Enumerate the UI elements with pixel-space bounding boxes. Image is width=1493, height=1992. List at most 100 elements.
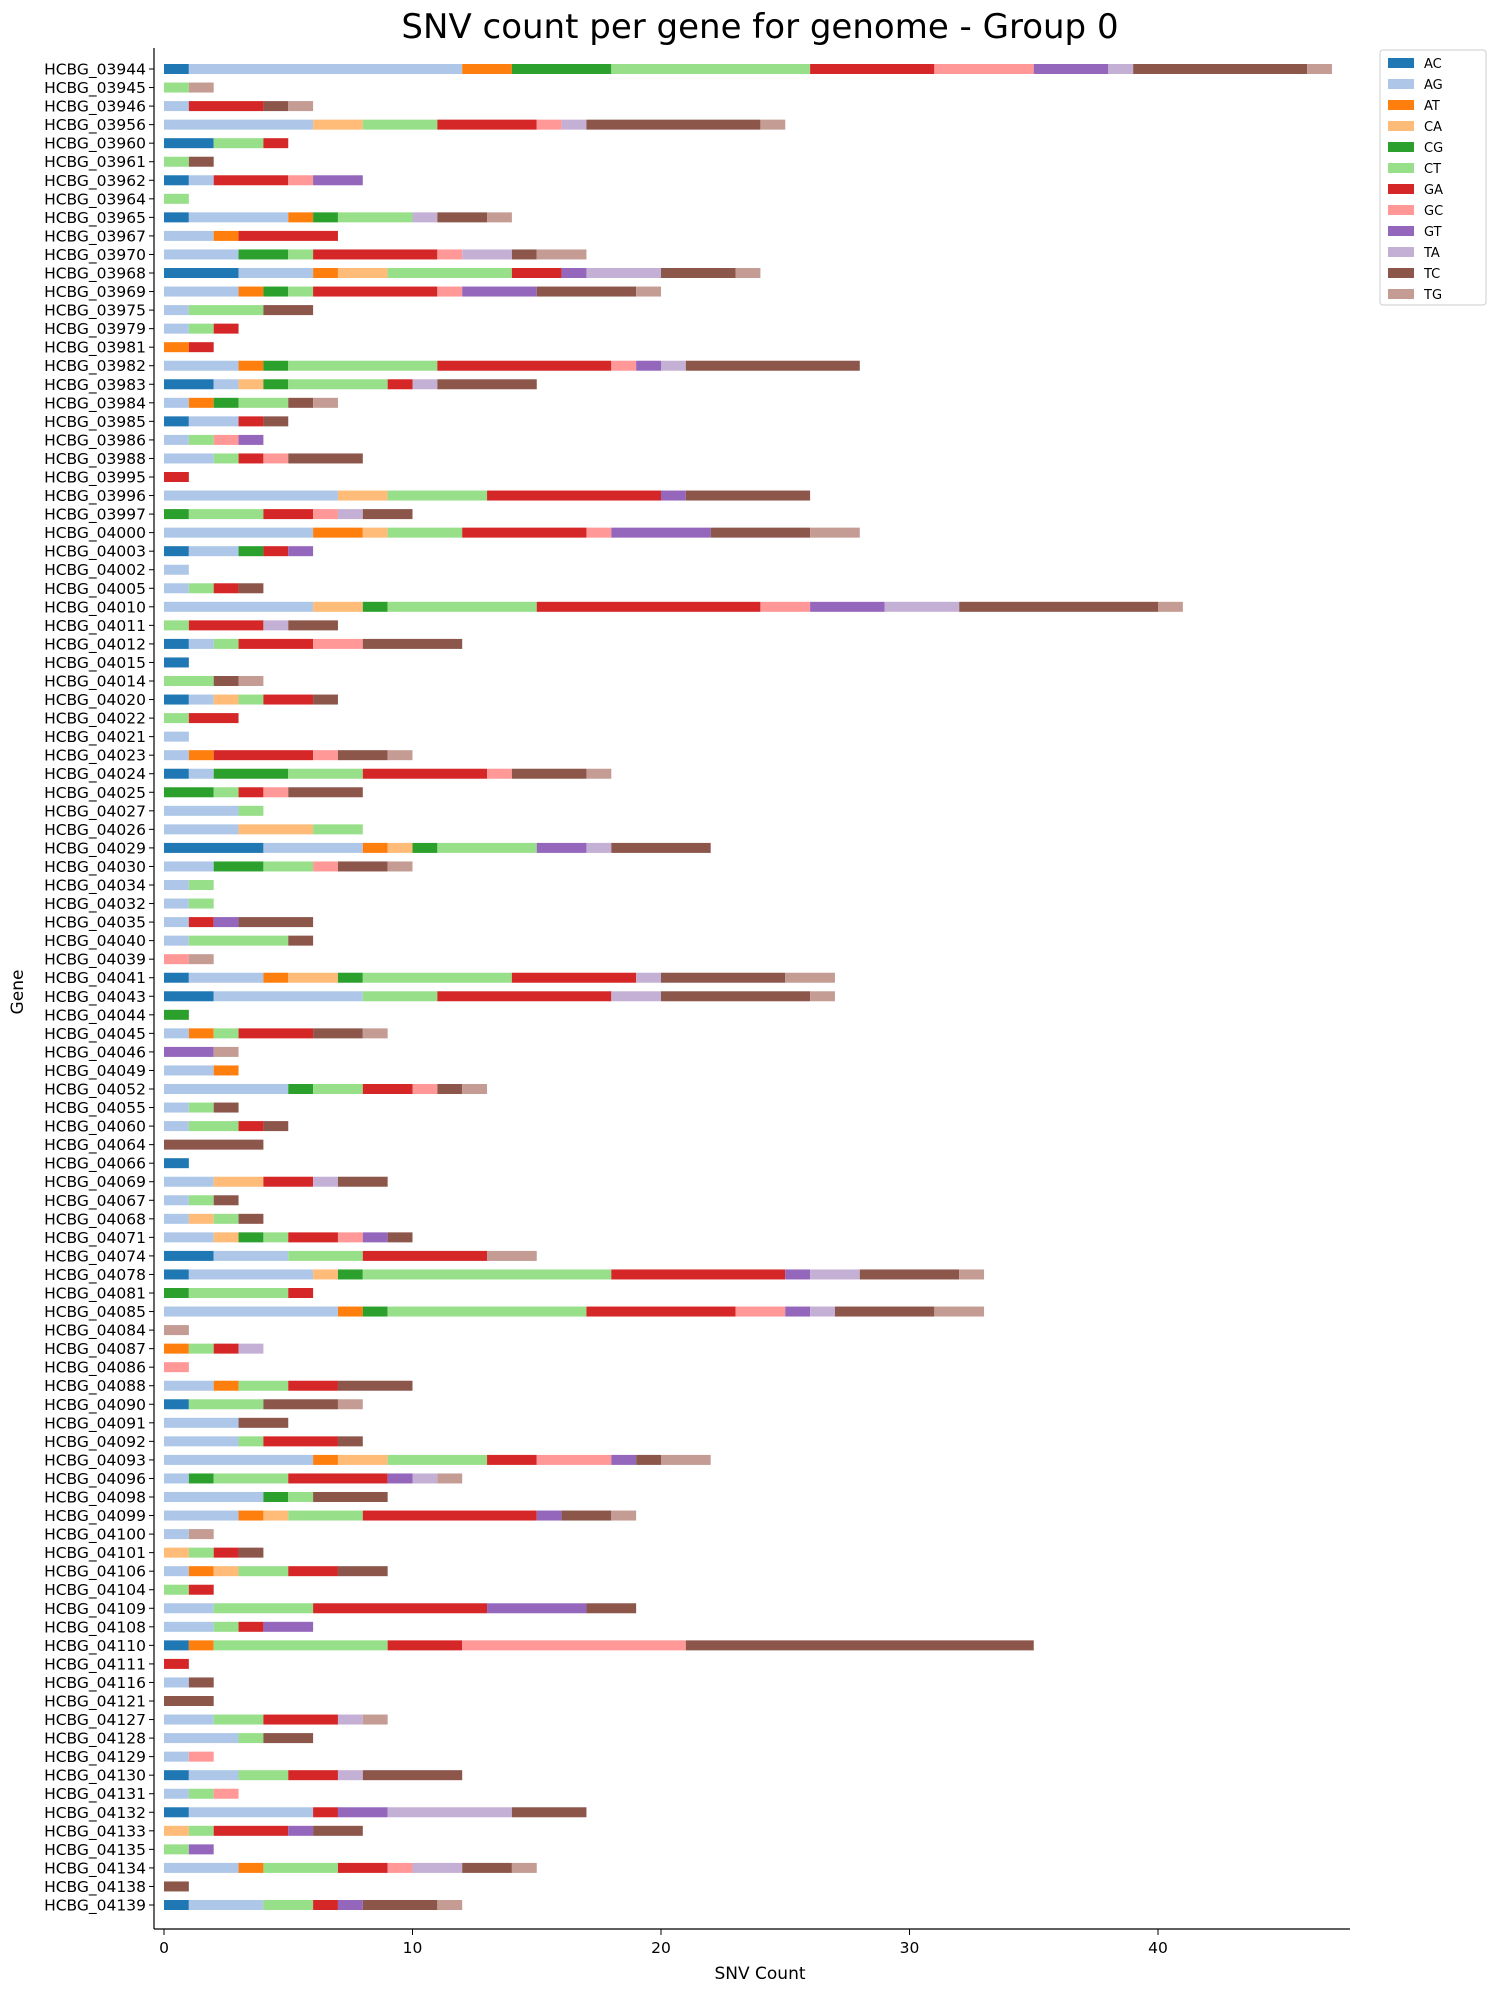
y-tick-label: HCBG_04128	[44, 1730, 146, 1749]
y-tick-label: HCBG_04139	[44, 1897, 146, 1916]
bar-segment-HCBG_04078-TG	[959, 1269, 985, 1280]
bar-segment-HCBG_03970-GC	[437, 249, 463, 260]
bar-segment-HCBG_04000-AT	[313, 527, 363, 538]
bar-segment-HCBG_03944-TA	[1108, 64, 1134, 74]
bar-segment-HCBG_03985-AC	[164, 416, 189, 427]
y-tick-label: HCBG_03967	[44, 227, 146, 246]
y-tick-label: HCBG_03988	[44, 450, 146, 469]
bar-segment-HCBG_03969-CT	[288, 286, 314, 297]
bar-segment-HCBG_04087-GA	[213, 1343, 239, 1354]
x-tick-label: 30	[900, 1939, 920, 1957]
legend-swatch-AG	[1388, 79, 1414, 89]
bar-segment-HCBG_04043-TA	[611, 991, 661, 1002]
y-tick-label: HCBG_03960	[44, 135, 146, 154]
legend-label-GC: GC	[1424, 204, 1443, 219]
bar-segment-HCBG_04104-CT	[164, 1584, 189, 1595]
bar-segment-HCBG_03960-GA	[263, 138, 289, 149]
y-tick-label: HCBG_03969	[44, 283, 146, 302]
bar-segment-HCBG_04071-AG	[164, 1232, 214, 1243]
bar-segment-HCBG_04040-CT	[188, 935, 289, 946]
bar-segment-HCBG_04010-TG	[1158, 601, 1183, 612]
bar-segment-HCBG_04005-AG	[164, 583, 189, 594]
bar-segment-HCBG_04052-TC	[437, 1084, 463, 1094]
bar-segment-HCBG_03945-TG	[188, 82, 214, 93]
bar-segment-HCBG_04032-CT	[188, 898, 214, 909]
bar-segment-HCBG_04041-TC	[661, 972, 786, 983]
y-tick-label: HCBG_04121	[44, 1693, 146, 1712]
bar-segment-HCBG_04081-CT	[188, 1288, 289, 1298]
bar-segment-HCBG_03962-AC	[164, 175, 189, 186]
bar-segment-HCBG_04110-AT	[188, 1640, 214, 1651]
bar-segment-HCBG_04131-CT	[188, 1788, 214, 1799]
bar-segment-HCBG_03956-GC	[536, 119, 562, 130]
bar-segment-HCBG_04085-CG	[362, 1306, 388, 1317]
bar-segment-HCBG_03982-AG	[164, 360, 239, 371]
y-tick-label: HCBG_03982	[44, 357, 146, 376]
y-tick-label: HCBG_04025	[44, 784, 146, 803]
bar-segment-HCBG_03982-TA	[661, 360, 686, 371]
y-tick-label: HCBG_04060	[44, 1118, 146, 1137]
y-tick-label: HCBG_04086	[44, 1359, 146, 1378]
bar-segment-HCBG_04078-TA	[810, 1269, 860, 1280]
bar-segment-HCBG_03965-TG	[487, 212, 512, 223]
bar-segment-HCBG_04134-CT	[263, 1862, 338, 1873]
x-tick-label: 20	[651, 1939, 671, 1957]
bar-segment-HCBG_04128-CT	[238, 1733, 264, 1744]
bar-segment-HCBG_03944-CG	[511, 64, 612, 74]
bar-segment-HCBG_04043-AG	[213, 991, 363, 1002]
bar-segment-HCBG_03969-GA	[313, 286, 438, 297]
bar-segment-HCBG_04088-AT	[213, 1380, 239, 1391]
bar-segment-HCBG_04078-CA	[313, 1269, 338, 1280]
bar-segment-HCBG_03962-GT	[313, 175, 363, 186]
y-tick-label: HCBG_04020	[44, 691, 146, 710]
bar-segment-HCBG_04010-CA	[313, 601, 363, 612]
bar-segment-HCBG_04012-GA	[238, 638, 314, 649]
y-tick-label: HCBG_04116	[44, 1674, 146, 1693]
bar-segment-HCBG_04005-GA	[213, 583, 239, 594]
bar-segment-HCBG_03944-CT	[611, 64, 811, 74]
bar-segment-HCBG_03975-TC	[263, 305, 314, 316]
bar-segment-HCBG_04101-GA	[213, 1547, 239, 1558]
bar-segment-HCBG_03979-GA	[213, 323, 239, 334]
bar-segment-HCBG_04108-AG	[164, 1621, 214, 1632]
bar-segment-HCBG_04127-TG	[362, 1714, 388, 1725]
bar-segment-HCBG_04010-TA	[884, 601, 960, 612]
bar-segment-HCBG_04052-TG	[462, 1084, 488, 1094]
bars-layer	[164, 64, 1332, 1910]
bar-segment-HCBG_03983-TA	[412, 379, 438, 390]
legend-label-TA: TA	[1423, 246, 1440, 261]
bar-segment-HCBG_04000-TG	[810, 527, 860, 538]
bar-segment-HCBG_04040-TC	[288, 935, 314, 946]
bar-segment-HCBG_04133-CT	[188, 1825, 214, 1836]
bar-segment-HCBG_04088-AG	[164, 1380, 214, 1391]
y-tick-label: HCBG_04023	[44, 747, 146, 766]
bar-segment-HCBG_04021-AG	[164, 731, 189, 742]
bar-segment-HCBG_03988-GA	[238, 453, 264, 464]
bar-segment-HCBG_04081-GA	[288, 1288, 314, 1298]
y-tick-label: HCBG_04069	[44, 1173, 146, 1192]
y-tick-label: HCBG_04064	[44, 1136, 146, 1155]
y-tick-label: HCBG_04085	[44, 1303, 146, 1322]
y-tick-label: HCBG_04030	[44, 858, 146, 877]
y-tick-label: HCBG_04014	[44, 673, 146, 692]
bar-segment-HCBG_04012-AG	[188, 638, 214, 649]
bar-segment-HCBG_04106-AG	[164, 1566, 189, 1577]
bar-segment-HCBG_04005-CT	[188, 583, 214, 594]
bar-segment-HCBG_04041-TA	[636, 972, 661, 983]
bar-segment-HCBG_03969-TG	[636, 286, 661, 297]
bar-segment-HCBG_04127-GA	[263, 1714, 338, 1725]
bar-segment-HCBG_04130-CT	[238, 1770, 289, 1781]
bar-segment-HCBG_03997-TA	[337, 509, 363, 520]
bar-segment-HCBG_04030-TG	[387, 861, 413, 872]
y-tick-label: HCBG_04090	[44, 1396, 146, 1415]
bar-segment-HCBG_04039-GC	[164, 954, 189, 965]
bar-segment-HCBG_04041-CT	[362, 972, 512, 983]
bar-segment-HCBG_03970-GA	[313, 249, 438, 260]
bar-segment-HCBG_04098-CG	[263, 1492, 289, 1502]
bar-segment-HCBG_03975-AG	[164, 305, 189, 316]
bar-segment-HCBG_04090-CT	[188, 1399, 264, 1410]
y-tick-label: HCBG_04045	[44, 1025, 146, 1044]
x-axis-label: SNV Count	[714, 1964, 805, 1984]
legend-swatch-CA	[1388, 121, 1414, 131]
bar-segment-HCBG_04023-TG	[387, 750, 413, 761]
